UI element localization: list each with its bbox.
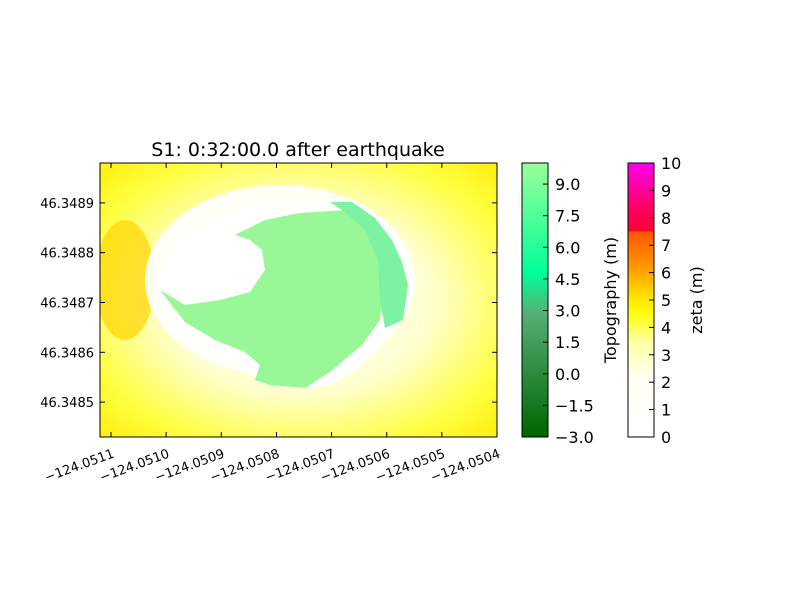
- colorbar-tick-label: 0: [661, 428, 671, 447]
- zeta-colorbar-ticks: 0 1 2 3 4 5 6 7 8 9 10: [649, 154, 681, 447]
- y-axis: 46.3485 46.3486 46.3487 46.3488 46.3489: [40, 197, 497, 411]
- y-tick-label: 46.3486: [40, 346, 94, 361]
- colorbar-tick-label: 8: [661, 209, 671, 228]
- colorbar-tick-label: 4: [661, 318, 671, 337]
- zeta-colorbar-label: zeta (m): [687, 266, 706, 333]
- topography-land: [160, 210, 384, 388]
- colorbar-tick-label: 3: [661, 346, 671, 365]
- y-tick-label: 46.3489: [40, 197, 94, 212]
- colorbar-tick-label: 1: [661, 401, 671, 420]
- chart-title: S1: 0:32:00.0 after earthquake: [151, 139, 444, 161]
- plot-frame: [99, 162, 498, 438]
- colorbar-tick-label: 6.0: [555, 238, 580, 257]
- heatmap-area: [100, 163, 497, 437]
- colorbar-tick-label: 6: [661, 264, 671, 283]
- y-tick-label: 46.3485: [40, 396, 94, 411]
- colorbar-tick-label: 9.0: [555, 175, 580, 194]
- colorbar-tick-label: −1.5: [555, 396, 594, 415]
- colorbar-tick-label: 3.0: [555, 302, 580, 321]
- topography-colorbar: [521, 162, 549, 438]
- colorbar-tick-label: 7.5: [555, 207, 580, 226]
- y-tick-label: 46.3488: [40, 247, 94, 262]
- colorbar-tick-label: 5: [661, 291, 671, 310]
- colorbar-tick-label: 1.5: [555, 333, 580, 352]
- colorbar-tick-label: 4.5: [555, 270, 580, 289]
- colorbar-tick-label: −3.0: [555, 428, 594, 447]
- colorbar-tick-label: 2: [661, 373, 671, 392]
- colorbar-tick-label: 7: [661, 236, 671, 255]
- colorbar-tick-label: 0.0: [555, 365, 580, 384]
- zeta-high-patch: [100, 220, 155, 340]
- topography-rim: [330, 202, 408, 328]
- colorbar-tick-label: 10: [661, 154, 681, 173]
- topography-colorbar-label: Topography (m): [601, 237, 620, 364]
- y-tick-label: 46.3487: [40, 296, 94, 311]
- colorbar-tick-label: 9: [661, 181, 671, 200]
- topography-colorbar-ticks: −3.0 −1.5 0.0 1.5 3.0 4.5 6.0 7.5 9.0: [543, 175, 594, 447]
